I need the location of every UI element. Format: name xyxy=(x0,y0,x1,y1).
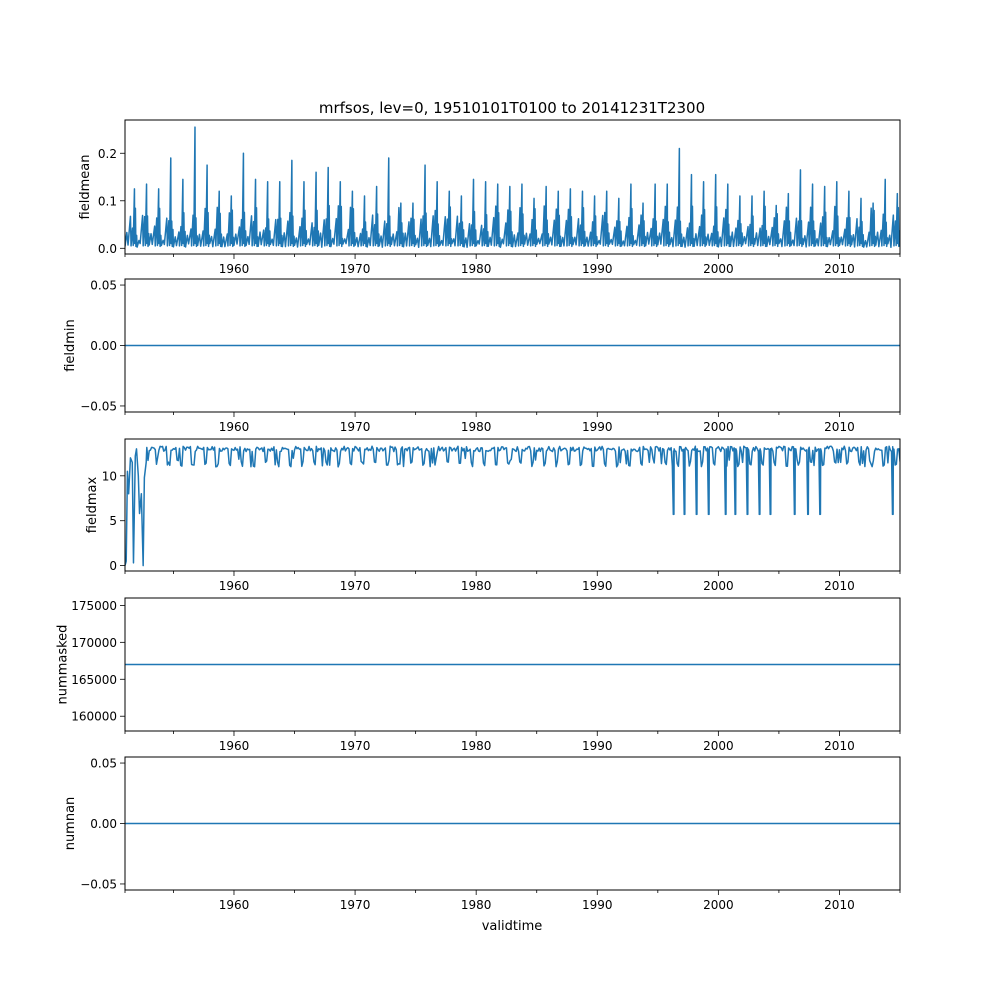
x-tick-label: 1990 xyxy=(582,739,613,753)
x-tick-label: 1980 xyxy=(461,739,492,753)
y-tick-label: 0 xyxy=(109,559,117,573)
x-tick-label: 1960 xyxy=(219,420,250,434)
y-tick-label: 175000 xyxy=(71,599,117,613)
y-tick-label: 0.00 xyxy=(90,817,117,831)
x-tick-label: 1960 xyxy=(219,898,250,912)
x-tick-label: 1990 xyxy=(582,262,613,276)
subplot-nummasked: 1960 1970 1980 1990 2000 2010 160000 165000 1700… xyxy=(56,597,901,753)
x-tick-label: 1960 xyxy=(219,739,250,753)
plot-frame xyxy=(124,597,901,732)
y-tick-label: −0.05 xyxy=(80,877,117,891)
x-tick-label: 2010 xyxy=(824,739,855,753)
x-tick-label: 2000 xyxy=(703,420,734,434)
plot-frame xyxy=(124,438,901,572)
y-axis-label: fieldmax xyxy=(85,477,100,534)
y-tick-label: 0.00 xyxy=(90,339,117,353)
subplot-numnan: 1960 1970 1980 1990 2000 2010 −0.05 0.00 0.05 num… xyxy=(63,756,901,912)
x-tick-label: 1960 xyxy=(219,579,250,593)
x-tick-label: 2010 xyxy=(824,579,855,593)
plot-frame xyxy=(124,119,901,255)
series-line-fieldmean xyxy=(125,126,900,249)
x-tick-label: 1960 xyxy=(219,262,250,276)
y-tick-label: 0.05 xyxy=(90,279,117,293)
x-tick-label: 2000 xyxy=(703,898,734,912)
y-tick-label: 170000 xyxy=(71,636,117,650)
y-tick-label: 0.0 xyxy=(98,242,117,256)
x-tick-label: 1970 xyxy=(340,262,371,276)
y-axis-label: fieldmean xyxy=(78,155,93,220)
series-line-fieldmax xyxy=(125,445,900,567)
x-tick-label: 1970 xyxy=(340,579,371,593)
x-tick-label: 1980 xyxy=(461,898,492,912)
y-tick-label: 5 xyxy=(109,514,117,528)
x-tick-label: 1980 xyxy=(461,420,492,434)
y-tick-label: 0.05 xyxy=(90,757,117,771)
series-group xyxy=(125,126,900,249)
y-tick-label: 10 xyxy=(102,469,117,483)
series-group xyxy=(125,445,900,567)
x-tick-label: 2000 xyxy=(703,262,734,276)
y-tick-label: 160000 xyxy=(71,710,117,724)
x-tick-label: 2000 xyxy=(703,579,734,593)
y-tick-label: −0.05 xyxy=(80,399,117,413)
y-axis-label: nummasked xyxy=(56,625,71,705)
y-tick-label: 165000 xyxy=(71,673,117,687)
x-tick-label: 2010 xyxy=(824,262,855,276)
x-tick-label: 1980 xyxy=(461,579,492,593)
x-tick-label: 1990 xyxy=(582,420,613,434)
x-tick-label: 1970 xyxy=(340,739,371,753)
y-tick-label: 0.1 xyxy=(98,194,117,208)
chart-title: mrfsos, lev=0, 19510101T0100 to 20141231… xyxy=(319,99,705,117)
x-tick-label: 1970 xyxy=(340,420,371,434)
y-axis-label: numnan xyxy=(63,797,78,851)
x-tick-label: 2010 xyxy=(824,420,855,434)
x-tick-label: 1990 xyxy=(582,898,613,912)
y-tick-label: 0.2 xyxy=(98,147,117,161)
subplot-fieldmin: 1960 1970 1980 1990 2000 2010 −0.05 0.00 0.05 fie… xyxy=(63,278,901,434)
x-tick-label: 1980 xyxy=(461,262,492,276)
x-axis-label: validtime xyxy=(482,919,543,934)
x-tick-label: 1990 xyxy=(582,579,613,593)
y-axis-label: fieldmin xyxy=(63,319,78,372)
x-tick-label: 2010 xyxy=(824,898,855,912)
subplot-fieldmean: 1960 1970 1980 1990 2000 2010 0.0 0.1 0.2 fieldme… xyxy=(78,119,901,276)
x-tick-label: 2000 xyxy=(703,739,734,753)
subplots: 1960 1970 1980 1990 2000 2010 0.0 0.1 0.2 fieldme… xyxy=(56,119,901,912)
x-tick-label: 1970 xyxy=(340,898,371,912)
